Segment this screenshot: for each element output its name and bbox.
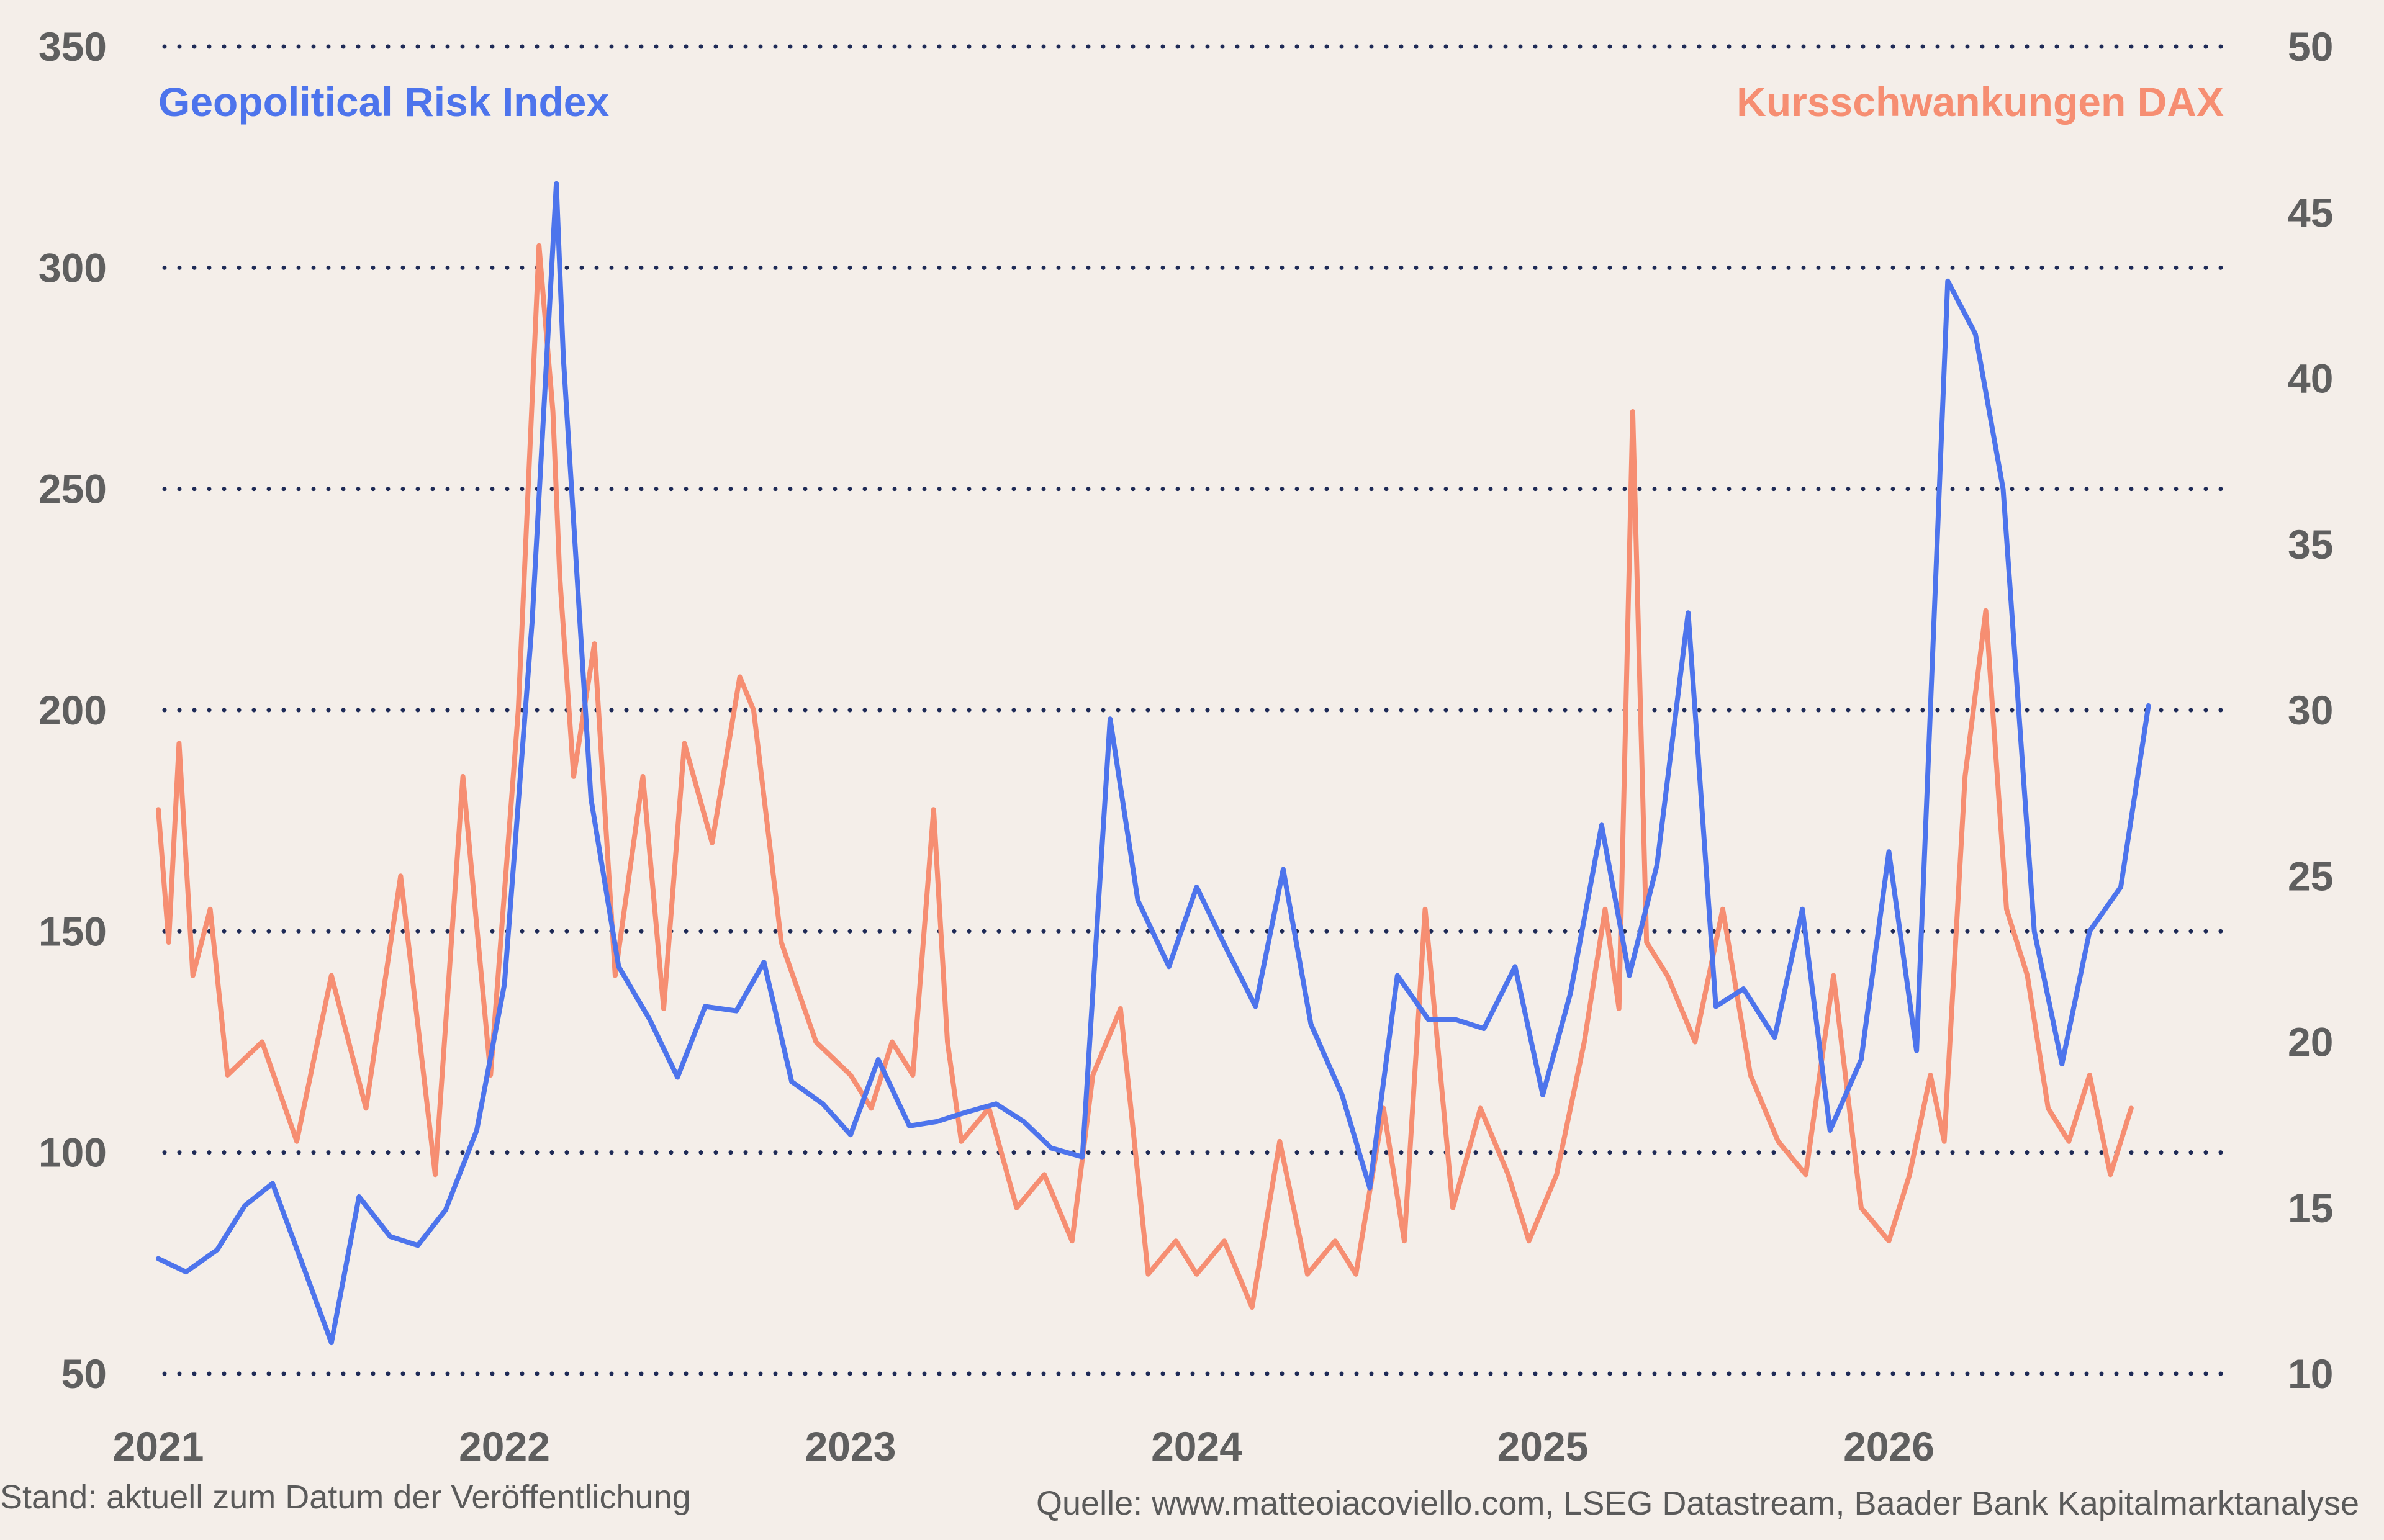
data-point — [618, 966, 619, 967]
footer-status: Stand: aktuell zum Datum der Veröffentli… — [0, 1479, 691, 1516]
data-point — [1774, 1037, 1775, 1038]
left-axis-ticks: 50 100 150 200 250 300 350 — [38, 24, 107, 1397]
data-point — [1255, 1006, 1256, 1007]
data-point — [1985, 610, 1987, 611]
data-point — [559, 577, 561, 578]
data-point — [1224, 944, 1225, 945]
right-axis-ticks: 10 15 20 25 30 35 40 45 50 — [2288, 24, 2333, 1397]
grid-lines — [162, 44, 2237, 1376]
data-point — [933, 809, 934, 810]
y-right-tick-20: 20 — [2288, 1019, 2333, 1065]
data-point — [1507, 1174, 1509, 1175]
y-right-tick-45: 45 — [2288, 189, 2333, 235]
data-point — [1044, 1174, 1045, 1175]
data-point — [2048, 1107, 2049, 1109]
y-left-tick-250: 250 — [38, 466, 107, 512]
y-left-tick-100: 100 — [38, 1130, 107, 1176]
data-point — [590, 798, 592, 799]
data-point — [1964, 776, 1966, 777]
data-point — [2027, 975, 2028, 976]
data-point — [192, 975, 194, 976]
data-point — [684, 743, 685, 744]
data-point — [1930, 1074, 1931, 1076]
y-right-tick-25: 25 — [2288, 853, 2333, 899]
y-right-tick-15: 15 — [2288, 1185, 2333, 1231]
data-point — [227, 1074, 228, 1076]
data-point — [1168, 966, 1170, 967]
data-point — [490, 1074, 491, 1076]
y-left-tick-150: 150 — [38, 908, 107, 954]
data-point — [2148, 705, 2149, 706]
data-point — [1715, 1006, 1717, 1007]
data-point — [435, 1174, 436, 1175]
data-point — [158, 1258, 159, 1259]
data-point — [1628, 975, 1630, 976]
data-point — [1480, 1107, 1481, 1109]
y-left-tick-50: 50 — [61, 1351, 107, 1397]
data-point — [1082, 1156, 1083, 1158]
data-point — [1196, 886, 1197, 888]
data-point — [1750, 1074, 1751, 1076]
data-point — [1805, 1174, 1807, 1175]
data-point — [476, 1130, 477, 1131]
x-axis-ticks: 2021 2022 2023 2024 2025 2026 — [113, 1423, 1935, 1469]
data-point — [677, 1077, 678, 1078]
series-lines — [156, 181, 2151, 1346]
series-line-geopolitical-risk-index — [156, 181, 2151, 1346]
data-point — [2089, 1074, 2090, 1076]
x-tick-2021: 2021 — [113, 1423, 204, 1469]
data-point — [870, 1107, 872, 1109]
data-point — [1023, 1121, 1024, 1122]
data-point — [2089, 930, 2090, 932]
data-point — [1646, 942, 1647, 943]
data-point — [556, 183, 557, 184]
series-line-kursschwankungen-dax — [156, 243, 2134, 1310]
data-point — [1909, 1174, 1910, 1175]
x-tick-2026: 2026 — [1843, 1423, 1935, 1469]
data-point — [2110, 1174, 2111, 1175]
data-point — [538, 245, 540, 246]
data-point — [168, 942, 169, 943]
data-point — [1833, 975, 1834, 976]
data-point — [781, 942, 782, 943]
data-point — [1601, 824, 1602, 826]
y-left-tick-350: 350 — [38, 24, 107, 70]
data-point — [753, 709, 754, 711]
x-tick-2022: 2022 — [459, 1423, 550, 1469]
data-point — [158, 809, 159, 810]
data-point — [1016, 1207, 1018, 1209]
x-tick-2023: 2023 — [805, 1423, 896, 1469]
y-right-tick-40: 40 — [2288, 356, 2333, 402]
data-point — [711, 842, 713, 844]
data-point — [331, 975, 332, 976]
x-tick-2025: 2025 — [1497, 1423, 1589, 1469]
y-left-tick-300: 300 — [38, 245, 107, 290]
data-point — [390, 1236, 391, 1237]
data-point — [1383, 1107, 1384, 1109]
data-point — [1667, 975, 1668, 976]
data-point — [1556, 1174, 1557, 1175]
y-right-tick-10: 10 — [2288, 1351, 2333, 1397]
y-right-tick-50: 50 — [2288, 24, 2333, 70]
x-tick-2024: 2024 — [1151, 1423, 1242, 1469]
y-left-tick-200: 200 — [38, 687, 107, 733]
y-right-tick-30: 30 — [2288, 687, 2333, 733]
data-point — [1137, 899, 1139, 901]
legend-geopolitical-risk-index: Geopolitical Risk Index — [158, 79, 609, 125]
y-right-tick-35: 35 — [2288, 521, 2333, 567]
legend-kursschwankungen-dax: Kursschwankungen DAX — [1736, 79, 2224, 125]
data-point — [909, 1125, 910, 1127]
data-point — [649, 1019, 651, 1020]
data-point — [531, 621, 533, 622]
data-point — [1570, 993, 1571, 994]
footer-source: Quelle: www.matteoiacoviello.com, LSEG D… — [1036, 1485, 2359, 1522]
